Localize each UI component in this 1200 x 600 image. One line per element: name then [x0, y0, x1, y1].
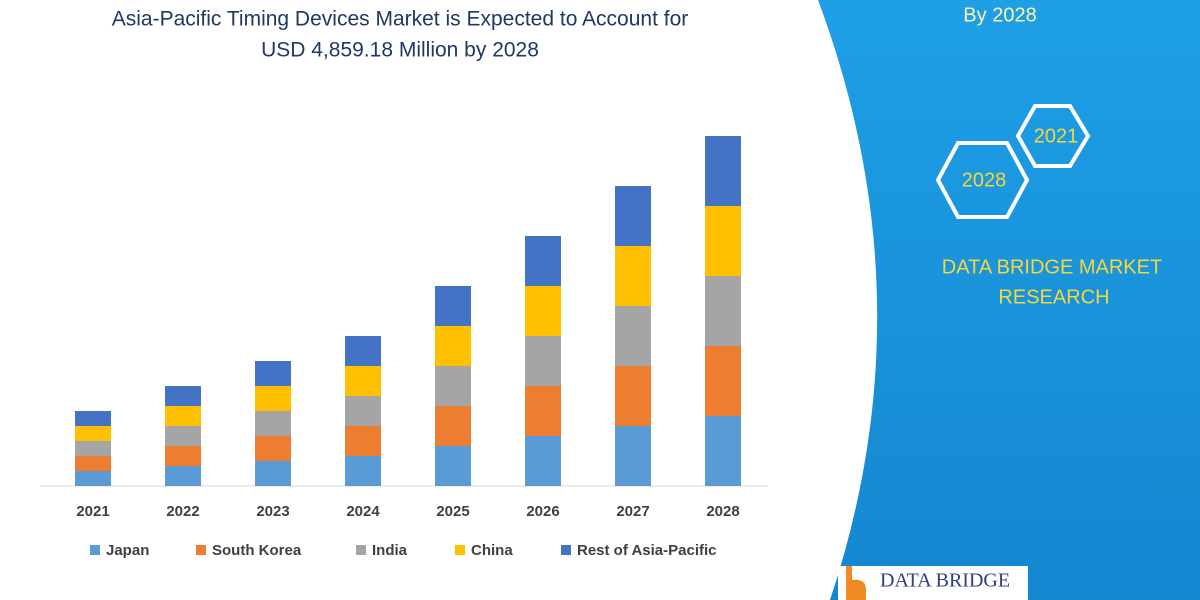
bar-segment [255, 411, 291, 436]
legend-swatch [561, 545, 571, 555]
bar-segment [705, 206, 741, 276]
bar-segment [435, 446, 471, 486]
legend-label: China [471, 542, 513, 559]
x-tick-label: 2021 [76, 503, 109, 520]
bar-segment [165, 446, 201, 466]
legend-swatch [196, 545, 206, 555]
legend-label: India [372, 542, 408, 559]
bar-segment [435, 286, 471, 326]
bar-segment [435, 366, 471, 406]
legend-swatch [356, 545, 366, 555]
bar-segment [435, 326, 471, 366]
x-tick-label: 2025 [436, 503, 469, 520]
company-name: DATA BRIDGE MARKET [942, 256, 1162, 278]
bar-segment [525, 386, 561, 436]
x-tick-label: 2024 [346, 503, 380, 520]
legend-swatch [455, 545, 465, 555]
legend-label: Rest of Asia-Pacific [577, 542, 717, 559]
bar-segment [255, 461, 291, 486]
bar-segment [705, 276, 741, 346]
bar-segment [525, 286, 561, 336]
side-panel [818, 0, 1200, 600]
bar-segment [435, 406, 471, 446]
bar-segment [615, 306, 651, 366]
legend-swatch [90, 545, 100, 555]
bar-segment [615, 426, 651, 486]
bar-segment [525, 236, 561, 286]
bar-segment [705, 416, 741, 486]
bar-segment [615, 246, 651, 306]
logo-icon [846, 566, 866, 600]
bar-segment [165, 426, 201, 446]
logo-box [838, 566, 1028, 600]
chart-title: USD 4,859.18 Million by 2028 [261, 39, 539, 62]
bar-segment [615, 186, 651, 246]
bar-segment [705, 136, 741, 206]
bar-segment [345, 336, 381, 366]
hexagon [1015, 104, 1091, 168]
bar-segment [345, 396, 381, 426]
bar-segment [255, 386, 291, 411]
bar-segment [345, 426, 381, 456]
x-tick-label: 2026 [526, 503, 559, 520]
bar-segment [255, 361, 291, 386]
tagline: By 2028 [963, 4, 1036, 26]
bar-segment [345, 456, 381, 486]
hexagon-label: 2028 [962, 169, 1007, 191]
bar-segment [705, 346, 741, 416]
x-tick-label: 2023 [256, 503, 289, 520]
x-tick-label: 2028 [706, 503, 739, 520]
logo-text: DATA BRIDGE [880, 570, 1010, 592]
company-name: RESEARCH [998, 286, 1109, 308]
legend-label: South Korea [212, 542, 302, 559]
bar-segment [255, 436, 291, 461]
bar-segment [75, 456, 111, 471]
bar-segment [345, 366, 381, 396]
x-tick-label: 2027 [616, 503, 649, 520]
bar-segment [75, 411, 111, 426]
x-tick-label: 2022 [166, 503, 199, 520]
bar-segment [525, 436, 561, 486]
bar-segment [75, 471, 111, 486]
hexagon [935, 141, 1030, 219]
hexagon-label: 2021 [1034, 125, 1079, 147]
bar-segment [75, 441, 111, 456]
bar-segment [615, 366, 651, 426]
chart-title: Asia-Pacific Timing Devices Market is Ex… [112, 8, 689, 31]
bar-segment [75, 426, 111, 441]
bar-segment [525, 336, 561, 386]
bar-segment [165, 466, 201, 486]
legend-label: Japan [106, 542, 149, 559]
bar-segment [165, 406, 201, 426]
bar-segment [165, 386, 201, 406]
